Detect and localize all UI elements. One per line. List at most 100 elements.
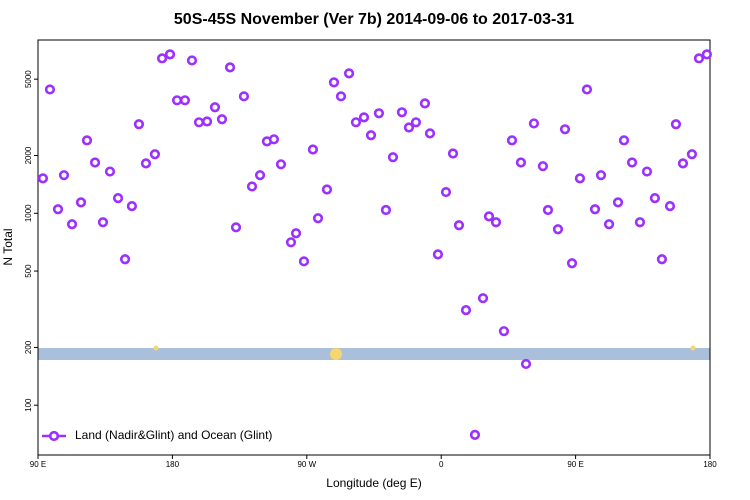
- point: [224, 62, 236, 73]
- point: [634, 217, 646, 228]
- point: [686, 149, 698, 160]
- point: [307, 144, 319, 155]
- point: [419, 98, 431, 109]
- point: [528, 118, 540, 129]
- x-tick-label: 90 E: [567, 460, 583, 469]
- x-tick-label: 90 W: [297, 460, 316, 469]
- point: [618, 135, 630, 146]
- point: [595, 170, 607, 181]
- point: [119, 254, 131, 265]
- point: [66, 219, 78, 230]
- point: [469, 429, 481, 441]
- point: [670, 119, 682, 130]
- point: [490, 217, 502, 228]
- point: [268, 134, 280, 145]
- point: [335, 91, 347, 102]
- point: [186, 55, 198, 66]
- point: [380, 204, 392, 216]
- point: [460, 304, 472, 316]
- chart-title: 50S-45S November (Ver 7b) 2014-09-06 to …: [174, 11, 574, 28]
- point: [693, 53, 705, 64]
- x-tick-label: 0: [439, 460, 444, 469]
- point: [312, 213, 324, 224]
- point: [537, 161, 548, 172]
- point: [396, 107, 408, 118]
- point: [477, 293, 489, 304]
- point: [328, 77, 340, 88]
- x-axis-label: Longitude (deg E): [326, 476, 421, 490]
- point: [387, 152, 399, 163]
- y-tick-label: 500: [24, 264, 33, 278]
- y-tick-label: 5000: [24, 70, 33, 88]
- point: [112, 192, 124, 204]
- point: [574, 173, 586, 184]
- y-tick-label: 1000: [24, 204, 33, 222]
- point: [603, 219, 615, 230]
- point: [589, 204, 601, 215]
- point: [164, 49, 176, 60]
- point: [403, 122, 415, 133]
- point: [97, 217, 109, 228]
- point: [506, 135, 518, 146]
- point: [209, 102, 221, 113]
- point: [290, 228, 302, 239]
- point: [542, 204, 554, 216]
- legend-marker: [48, 430, 60, 442]
- point: [81, 135, 93, 146]
- point: [365, 130, 377, 141]
- point: [552, 224, 564, 235]
- point: [701, 49, 712, 60]
- point: [483, 211, 495, 222]
- point: [350, 117, 362, 128]
- point: [626, 157, 638, 168]
- point: [440, 186, 452, 198]
- point: [171, 95, 183, 106]
- point: [285, 237, 297, 248]
- point: [156, 53, 168, 64]
- y-axis-label: N Total: [1, 228, 15, 265]
- point: [52, 204, 64, 215]
- glint-marker: [330, 348, 342, 360]
- point: [126, 201, 138, 212]
- point: [498, 326, 510, 337]
- point: [149, 149, 161, 160]
- point: [641, 166, 653, 177]
- point: [104, 166, 116, 177]
- land-band: [38, 348, 710, 360]
- point: [424, 128, 436, 139]
- plot-frame: [37, 39, 711, 456]
- point: [193, 117, 205, 128]
- point: [581, 84, 593, 95]
- point: [453, 220, 465, 231]
- point: [612, 197, 624, 208]
- point: [89, 157, 101, 168]
- point: [216, 114, 228, 125]
- point: [410, 117, 422, 128]
- point: [566, 258, 578, 269]
- point: [238, 91, 250, 102]
- y-tick-label: 100: [24, 398, 33, 412]
- point: [246, 181, 258, 192]
- point: [515, 157, 527, 168]
- point: [520, 358, 532, 370]
- point: [559, 124, 571, 135]
- x-tick-label: 90 E: [30, 460, 46, 469]
- glint-marker: [690, 345, 696, 351]
- point: [656, 254, 668, 265]
- point: [44, 84, 56, 95]
- point: [664, 201, 676, 212]
- point: [649, 192, 660, 204]
- point: [133, 119, 145, 130]
- y-tick-label: 200: [24, 340, 33, 354]
- point: [321, 184, 333, 195]
- point: [230, 222, 242, 233]
- point: [254, 170, 266, 181]
- y-tick-label: 2000: [24, 146, 33, 164]
- point: [275, 159, 287, 170]
- x-tick-label: 180: [166, 460, 180, 469]
- legend-label: Land (Nadir&Glint) and Ocean (Glint): [75, 428, 272, 442]
- x-tick-label: 180: [703, 460, 717, 469]
- point: [75, 197, 87, 208]
- point: [58, 170, 70, 181]
